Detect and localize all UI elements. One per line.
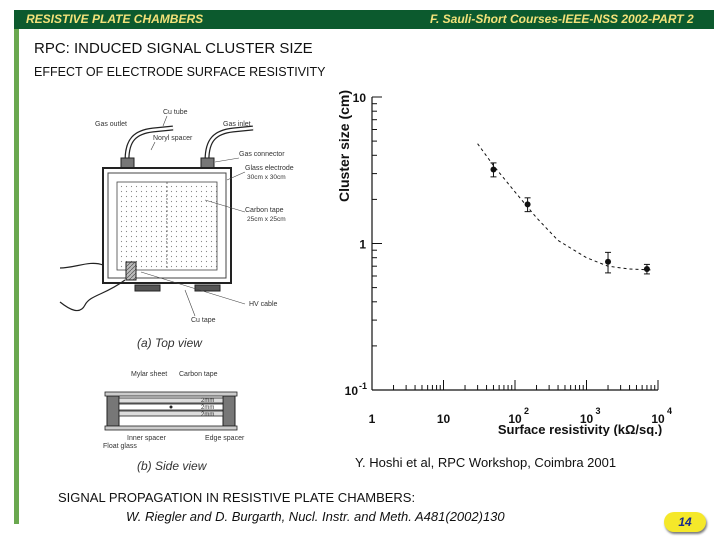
hv-cable bbox=[59, 279, 126, 312]
x-tick-exponent: 2 bbox=[524, 406, 529, 416]
label-cu-tape: Cu tape bbox=[191, 317, 216, 324]
chart-ticks bbox=[371, 96, 659, 391]
caption-top-view: (a) Top view bbox=[137, 336, 203, 350]
side-accent-bar bbox=[14, 29, 19, 524]
chart-y-axis-label: Cluster size (cm) bbox=[336, 90, 352, 202]
x-tick-label: 10 bbox=[508, 412, 522, 426]
hv-connector bbox=[125, 261, 137, 281]
header-left-title: RESISTIVE PLATE CHAMBERS bbox=[26, 12, 204, 26]
label-gap-1: 2mm bbox=[201, 398, 214, 404]
label-carbon-tape-side: Carbon tape bbox=[179, 371, 218, 378]
label-hv-cable: HV cable bbox=[249, 301, 278, 308]
y-tick-label: 10 bbox=[353, 91, 367, 105]
gas-connector-right bbox=[200, 157, 215, 169]
caption-side-view: (b) Side view bbox=[137, 459, 208, 473]
data-point bbox=[605, 258, 612, 265]
data-point bbox=[490, 166, 497, 173]
label-carbon-size: 25cm x 25cm bbox=[247, 216, 286, 223]
reference-authors: W. Riegler and D. Burgarth, Nucl. Instr.… bbox=[126, 509, 505, 524]
label-carbon-tape: Carbon tape bbox=[245, 207, 284, 214]
side-glass-top bbox=[118, 397, 224, 404]
side-edge-spacer-right bbox=[222, 395, 236, 427]
label-gas-outlet: Gas outlet bbox=[95, 121, 127, 128]
label-edge-spacer: Edge spacer bbox=[205, 435, 245, 442]
header-bar bbox=[14, 10, 714, 29]
header-right-credit: F. Sauli-Short Courses-IEEE-NSS 2002-PAR… bbox=[430, 12, 694, 26]
label-gas-inlet: Gas inlet bbox=[223, 121, 251, 128]
top-view-drawing bbox=[59, 115, 254, 317]
x-tick-label: 1 bbox=[369, 412, 376, 426]
label-gap-2: 2mm bbox=[201, 405, 214, 411]
label-cu-tube: Cu tube bbox=[163, 109, 188, 116]
gas-connector-left bbox=[120, 157, 135, 169]
y-tick-label: 10 bbox=[345, 384, 359, 398]
label-glass-electrode: Glass electrode bbox=[245, 165, 294, 172]
x-tick-exponent: 4 bbox=[667, 406, 672, 416]
chart-x-axis-label: Surface resistivity (kΩ/sq.) bbox=[498, 422, 662, 436]
gas-outlet-tube bbox=[124, 125, 174, 161]
label-mylar-sheet: Mylar sheet bbox=[131, 371, 167, 378]
data-point bbox=[524, 201, 531, 208]
side-view-drawing bbox=[104, 391, 238, 431]
page-number-badge: 14 bbox=[664, 512, 706, 532]
side-base bbox=[104, 425, 238, 431]
label-gas-connector: Gas connector bbox=[239, 151, 285, 158]
side-glass-bottom bbox=[118, 410, 224, 417]
cu-tape-right bbox=[194, 284, 221, 292]
chart-points bbox=[490, 162, 650, 275]
fit-curve bbox=[477, 143, 652, 271]
chart-axes bbox=[371, 97, 658, 391]
data-point bbox=[643, 265, 650, 272]
x-tick-exponent: 3 bbox=[596, 406, 601, 416]
rpc-diagram: Cu tube Gas outlet Gas inlet Noryl space… bbox=[59, 109, 294, 473]
cu-tape-left bbox=[134, 284, 161, 292]
label-glass-size: 30cm x 30cm bbox=[247, 174, 286, 181]
figure-citation: Y. Hoshi et al, RPC Workshop, Coimbra 20… bbox=[355, 455, 617, 470]
side-mylar-sheet bbox=[104, 391, 238, 397]
x-tick-label: 10 bbox=[580, 412, 594, 426]
side-edge-spacer-left bbox=[106, 395, 120, 427]
label-inner-spacer: Inner spacer bbox=[127, 435, 167, 442]
reference-title: SIGNAL PROPAGATION IN RESISTIVE PLATE CH… bbox=[58, 490, 416, 505]
x-tick-label: 10 bbox=[437, 412, 451, 426]
slide-title: RPC: INDUCED SIGNAL CLUSTER SIZE bbox=[34, 40, 313, 57]
y-tick-exponent: -1 bbox=[359, 381, 367, 391]
x-tick-label: 10 bbox=[651, 412, 665, 426]
y-tick-label: 1 bbox=[359, 238, 366, 252]
label-gap-3: 2mm bbox=[201, 412, 214, 418]
label-noryl-spacer: Noryl spacer bbox=[153, 135, 193, 142]
slide-subtitle: EFFECT OF ELECTRODE SURFACE RESISTIVITY bbox=[34, 65, 326, 79]
label-float-glass: Float glass bbox=[103, 443, 137, 450]
